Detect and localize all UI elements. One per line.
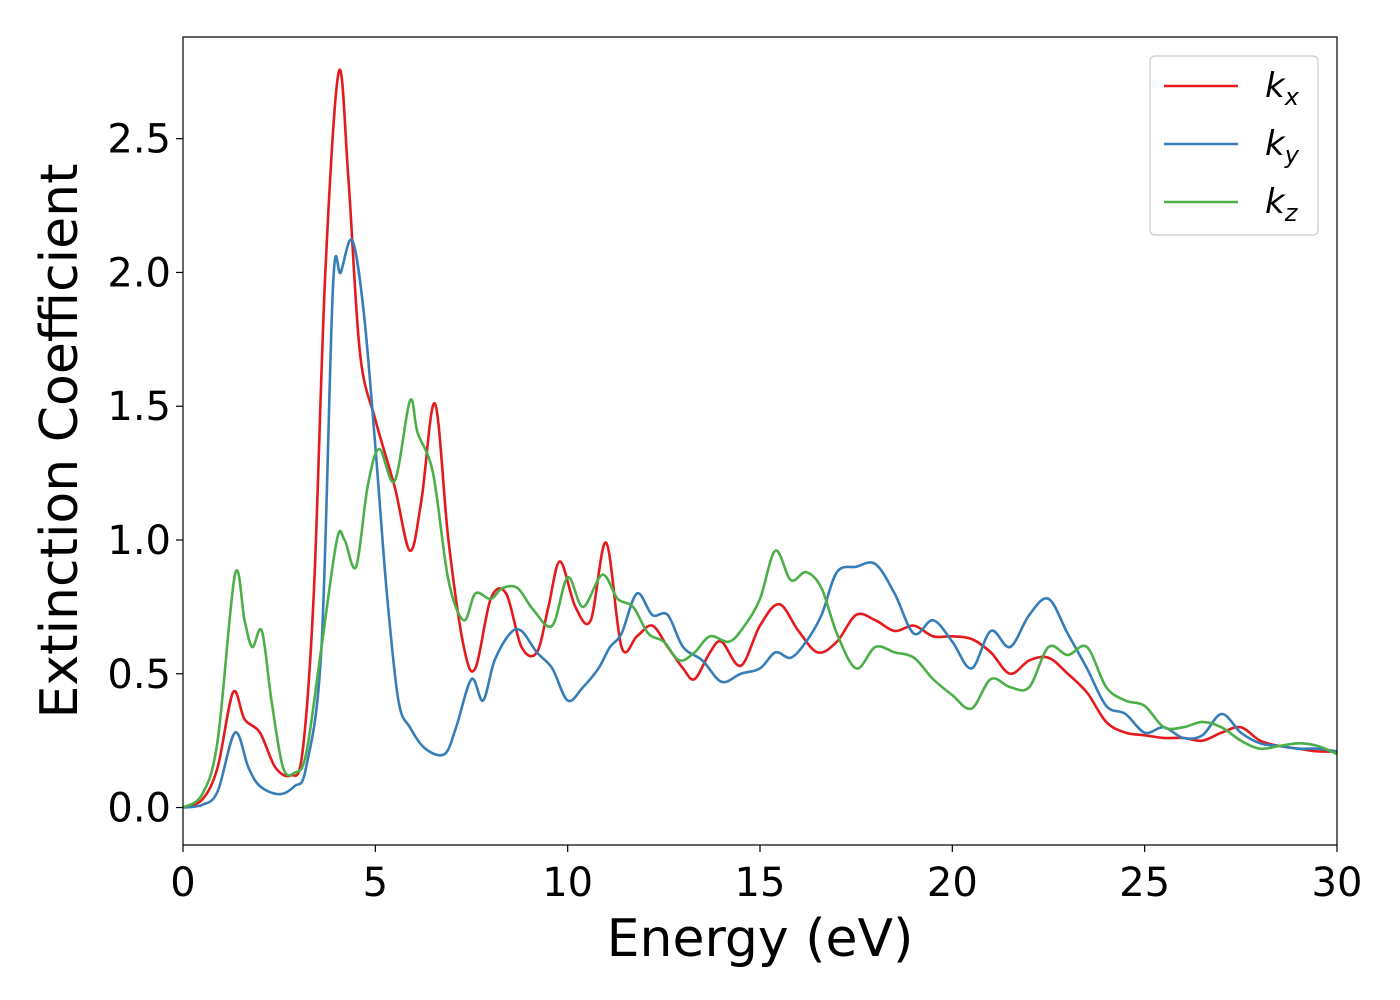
x-tick-label: 15 <box>735 860 786 906</box>
y-tick-label: 0.5 <box>107 652 171 698</box>
y-tick-label: 0.0 <box>107 786 171 832</box>
y-axis: 0.0 0.5 1.0 1.5 2.0 2.5 <box>107 117 183 832</box>
y-tick-label: 2.0 <box>107 250 171 296</box>
x-tick-label: 10 <box>542 860 593 906</box>
series-line-kz <box>183 398 1337 809</box>
x-tick-label: 20 <box>927 860 978 906</box>
y-tick-label: 1.0 <box>107 518 171 564</box>
series-layer <box>183 68 1337 809</box>
x-tick-label: 5 <box>363 860 388 906</box>
x-tick-label: 0 <box>170 860 195 906</box>
series-line-kx <box>183 68 1337 809</box>
y-axis-label: Extinction Coefficient <box>30 164 90 719</box>
x-tick-label: 30 <box>1312 860 1363 906</box>
series-line-ky <box>183 238 1337 809</box>
legend-box <box>1149 55 1319 236</box>
x-tick-label: 25 <box>1119 860 1170 906</box>
x-axis: 0 5 10 15 20 25 30 <box>170 845 1362 906</box>
x-axis-label: Energy (eV) <box>607 909 914 969</box>
y-tick-label: 2.5 <box>107 117 171 163</box>
y-tick-label: 1.5 <box>107 384 171 430</box>
